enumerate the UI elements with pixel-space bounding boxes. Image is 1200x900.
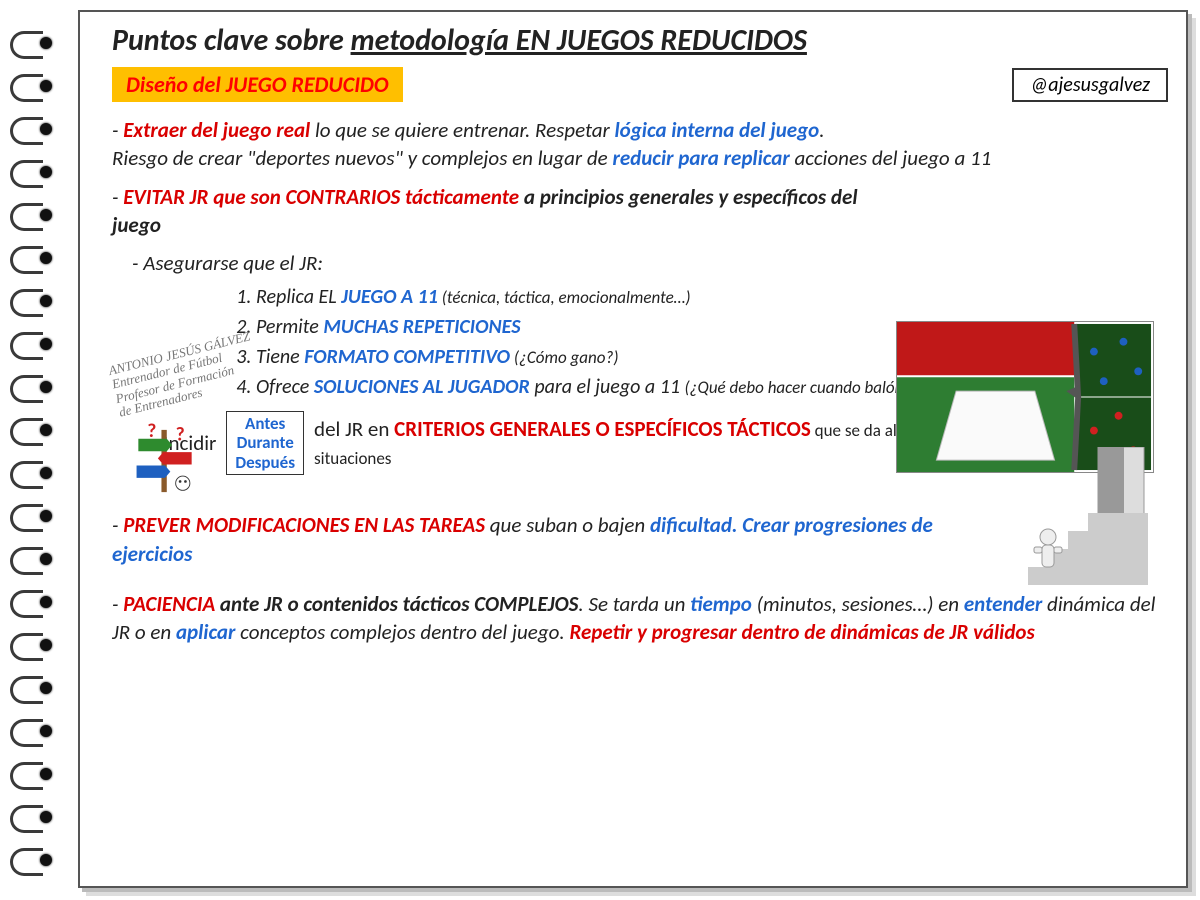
crossroads-signs-icon: ? ? — [120, 421, 210, 501]
author-handle: @ajesusgalvez — [1012, 68, 1168, 102]
svg-text:?: ? — [176, 423, 185, 447]
bullet-1: - Extraer del juego real lo que se quier… — [112, 116, 1168, 173]
bullet-2: - EVITAR JR que son CONTRARIOS tácticame… — [112, 183, 892, 240]
bullet-3: - Asegurarse que el JR: — [132, 249, 1168, 277]
timing-box: Antes Durante Después — [226, 411, 304, 476]
svg-text:?: ? — [147, 421, 156, 443]
title-underlined: metodología EN JUEGOS REDUCIDOS — [351, 22, 807, 59]
checklist-item-1: Replica EL JUEGO A 11 (técnica, táctica,… — [256, 284, 1168, 311]
bullet-6: - PACIENCIA ante JR o contenidos táctico… — [112, 590, 1168, 647]
bullet-5: - PREVER MODIFICACIONES EN LAS TAREAS qu… — [112, 511, 992, 568]
title-prefix: Puntos clave sobre — [112, 22, 351, 59]
stairs-door-icon — [1028, 447, 1148, 587]
section-badge: Diseño del JUEGO REDUCIDO — [112, 67, 403, 102]
notebook-page: Puntos clave sobre metodología EN JUEGOS… — [78, 10, 1188, 888]
content-area: - Extraer del juego real lo que se quier… — [112, 116, 1168, 647]
author-credit-stamp: ANTONIO JESÚS GÁLVEZ Entrenador de Fútbo… — [107, 329, 262, 420]
spiral-binding — [0, 0, 72, 900]
subtitle-row: Diseño del JUEGO REDUCIDO @ajesusgalvez — [112, 67, 1168, 102]
page-title: Puntos clave sobre metodología EN JUEGOS… — [112, 22, 1168, 59]
